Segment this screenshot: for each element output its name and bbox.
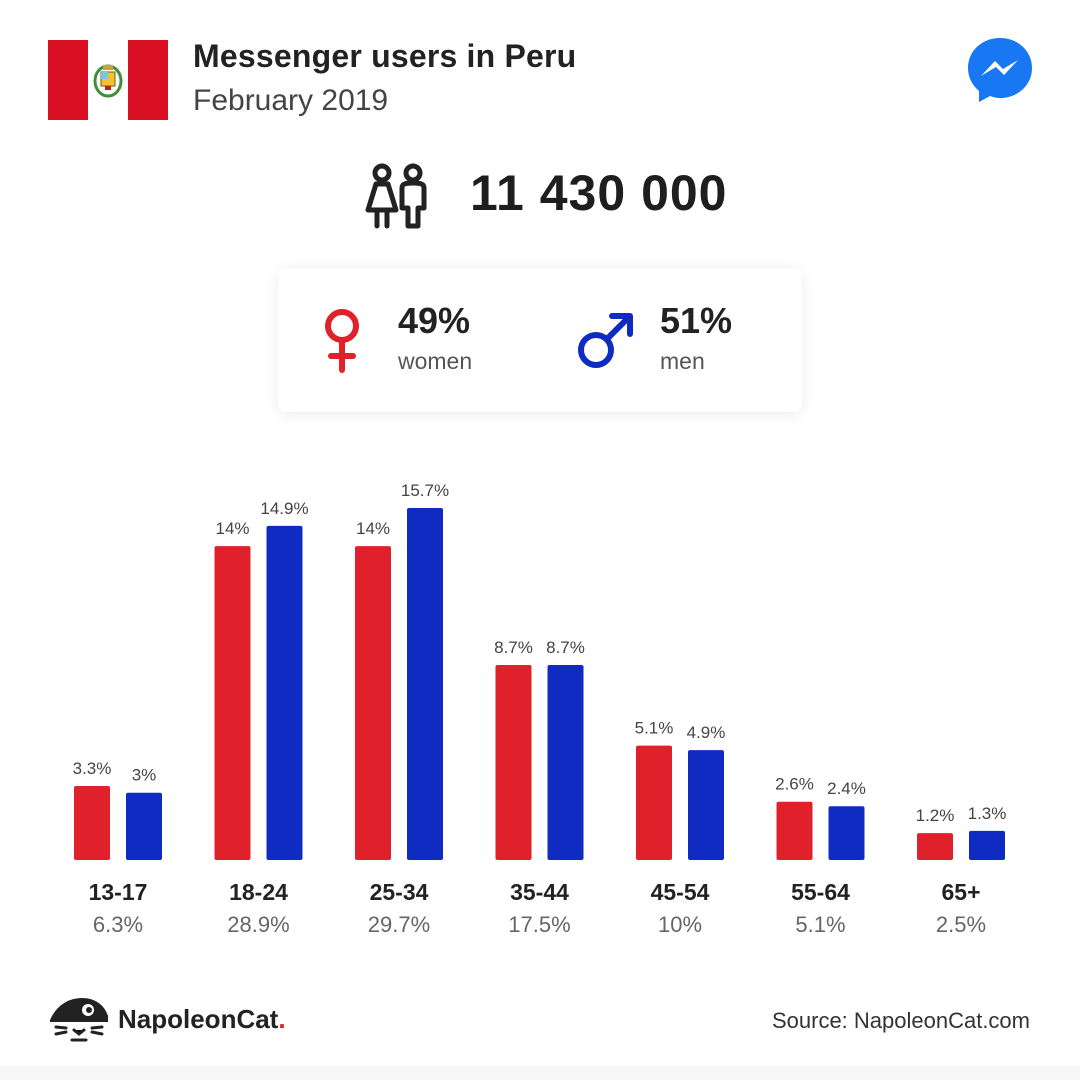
age-group-total-35-44: 17.5% <box>508 912 570 937</box>
value-label-men-55-64: 2.4% <box>827 779 866 798</box>
age-group-label-45-54: 45-54 <box>651 879 710 905</box>
age-group-label-65+: 65+ <box>941 879 980 905</box>
page-title: Messenger users in Peru <box>193 38 577 74</box>
bar-men-25-34 <box>407 508 443 860</box>
peru-flag-icon <box>48 40 168 120</box>
age-group-label-13-17: 13-17 <box>89 879 148 905</box>
age-group-label-18-24: 18-24 <box>229 879 288 905</box>
value-label-women-18-24: 14% <box>215 519 249 538</box>
value-label-women-25-34: 14% <box>356 519 390 538</box>
value-label-men-18-24: 14.9% <box>260 499 308 518</box>
bar-men-65+ <box>969 830 1005 860</box>
age-group-total-25-34: 29.7% <box>368 912 430 937</box>
age-group-total-45-54: 10% <box>658 912 702 937</box>
bar-men-18-24 <box>266 525 303 860</box>
bar-women-35-44 <box>495 664 532 860</box>
men-percentage: 51% <box>660 300 733 341</box>
source-text: Source: NapoleonCat.com <box>771 1008 1030 1033</box>
bar-women-25-34 <box>355 546 391 860</box>
brand-text: NapoleonCat <box>118 1004 279 1034</box>
value-label-men-35-44: 8.7% <box>546 638 585 657</box>
age-group-label-35-44: 35-44 <box>510 879 569 905</box>
women-percentage: 49% <box>398 300 471 341</box>
napoleoncat-logo-icon <box>50 998 108 1042</box>
bar-women-45-54 <box>636 745 672 860</box>
gender-breakdown: 49% women 51% men <box>278 268 802 412</box>
brand-dot: . <box>278 1004 286 1034</box>
value-label-men-65+: 1.3% <box>968 804 1007 823</box>
age-group-label-55-64: 55-64 <box>791 879 850 905</box>
value-label-women-13-17: 3.3% <box>73 759 112 778</box>
value-label-men-13-17: 3% <box>132 766 157 785</box>
brand-name: NapoleonCat. <box>118 1004 286 1035</box>
bar-women-65+ <box>917 833 953 860</box>
female-icon <box>325 309 359 373</box>
page-subtitle: February 2019 <box>193 84 389 117</box>
male-icon <box>578 313 633 368</box>
value-label-men-25-34: 15.7% <box>401 481 449 500</box>
value-label-women-65+: 1.2% <box>916 806 955 825</box>
bar-men-35-44 <box>547 664 584 860</box>
value-label-men-45-54: 4.9% <box>687 723 726 742</box>
users-icon <box>365 163 427 229</box>
value-label-women-45-54: 5.1% <box>635 719 674 738</box>
age-gender-bar-chart: 3.3% 3% 13-17 6.3% 14% 14.9% 18-24 28.9% 14% 15.7… <box>73 481 1007 937</box>
value-label-women-55-64: 2.6% <box>775 775 814 794</box>
value-label-women-35-44: 8.7% <box>494 638 533 657</box>
women-label: women <box>398 348 473 374</box>
age-group-total-55-64: 5.1% <box>795 912 845 937</box>
bar-men-13-17 <box>126 792 162 860</box>
total-users: 11 430 000 <box>470 165 728 221</box>
age-group-total-13-17: 6.3% <box>93 912 143 937</box>
bar-women-13-17 <box>74 786 110 860</box>
age-group-total-18-24: 28.9% <box>227 912 289 937</box>
bar-men-45-54 <box>688 750 724 860</box>
bar-women-18-24 <box>214 546 251 860</box>
messenger-icon <box>968 38 1032 102</box>
age-group-total-65+: 2.5% <box>936 912 986 937</box>
bar-men-55-64 <box>828 806 865 860</box>
age-group-label-25-34: 25-34 <box>370 879 429 905</box>
men-label: men <box>660 348 705 374</box>
bar-women-55-64 <box>776 801 813 860</box>
